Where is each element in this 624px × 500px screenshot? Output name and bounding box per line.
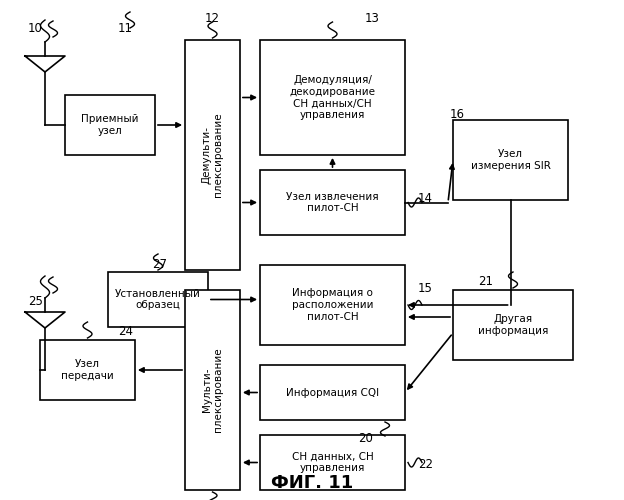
Text: 21: 21 bbox=[478, 275, 493, 288]
Text: Узел
измерения SIR: Узел измерения SIR bbox=[470, 149, 550, 171]
Text: Информация CQI: Информация CQI bbox=[286, 388, 379, 398]
Text: Установленный
образец: Установленный образец bbox=[115, 288, 201, 310]
Bar bbox=[260, 365, 405, 420]
Text: Демодуляция/
декодирование
СН данных/СН
управления: Демодуляция/ декодирование СН данных/СН … bbox=[290, 75, 376, 120]
Text: СН данных, СН
управления: СН данных, СН управления bbox=[291, 452, 373, 473]
Bar bbox=[65, 95, 155, 155]
Bar bbox=[40, 340, 135, 400]
Text: Узел извлечения
пилот-СН: Узел извлечения пилот-СН bbox=[286, 192, 379, 214]
Text: 20: 20 bbox=[358, 432, 373, 445]
Text: 16: 16 bbox=[450, 108, 465, 121]
Bar bbox=[260, 170, 405, 235]
Text: Информация о
расположении
пилот-СН: Информация о расположении пилот-СН bbox=[292, 288, 373, 322]
Bar bbox=[453, 120, 568, 200]
Bar bbox=[260, 435, 405, 490]
Bar bbox=[185, 290, 240, 490]
Text: 11: 11 bbox=[118, 22, 133, 35]
Text: 13: 13 bbox=[365, 12, 380, 25]
Text: 22: 22 bbox=[418, 458, 433, 471]
Text: 14: 14 bbox=[418, 192, 433, 205]
Text: 25: 25 bbox=[28, 295, 43, 308]
Text: 10: 10 bbox=[28, 22, 43, 35]
Text: 12: 12 bbox=[205, 12, 220, 25]
Bar bbox=[108, 272, 208, 327]
Text: Другая
информация: Другая информация bbox=[478, 314, 548, 336]
Bar bbox=[260, 265, 405, 345]
Bar bbox=[185, 40, 240, 270]
Text: 27: 27 bbox=[152, 258, 167, 271]
Text: Приемный
узел: Приемный узел bbox=[81, 114, 139, 136]
Text: 15: 15 bbox=[418, 282, 433, 295]
Text: Демульти-
плексирование: Демульти- плексирование bbox=[202, 112, 223, 198]
Bar bbox=[260, 40, 405, 155]
Text: 24: 24 bbox=[118, 325, 133, 338]
Text: Узел
передачи: Узел передачи bbox=[61, 359, 114, 381]
Text: Мульти-
плексирование: Мульти- плексирование bbox=[202, 348, 223, 432]
Bar bbox=[453, 290, 573, 360]
Text: ФИГ. 11: ФИГ. 11 bbox=[271, 474, 353, 492]
